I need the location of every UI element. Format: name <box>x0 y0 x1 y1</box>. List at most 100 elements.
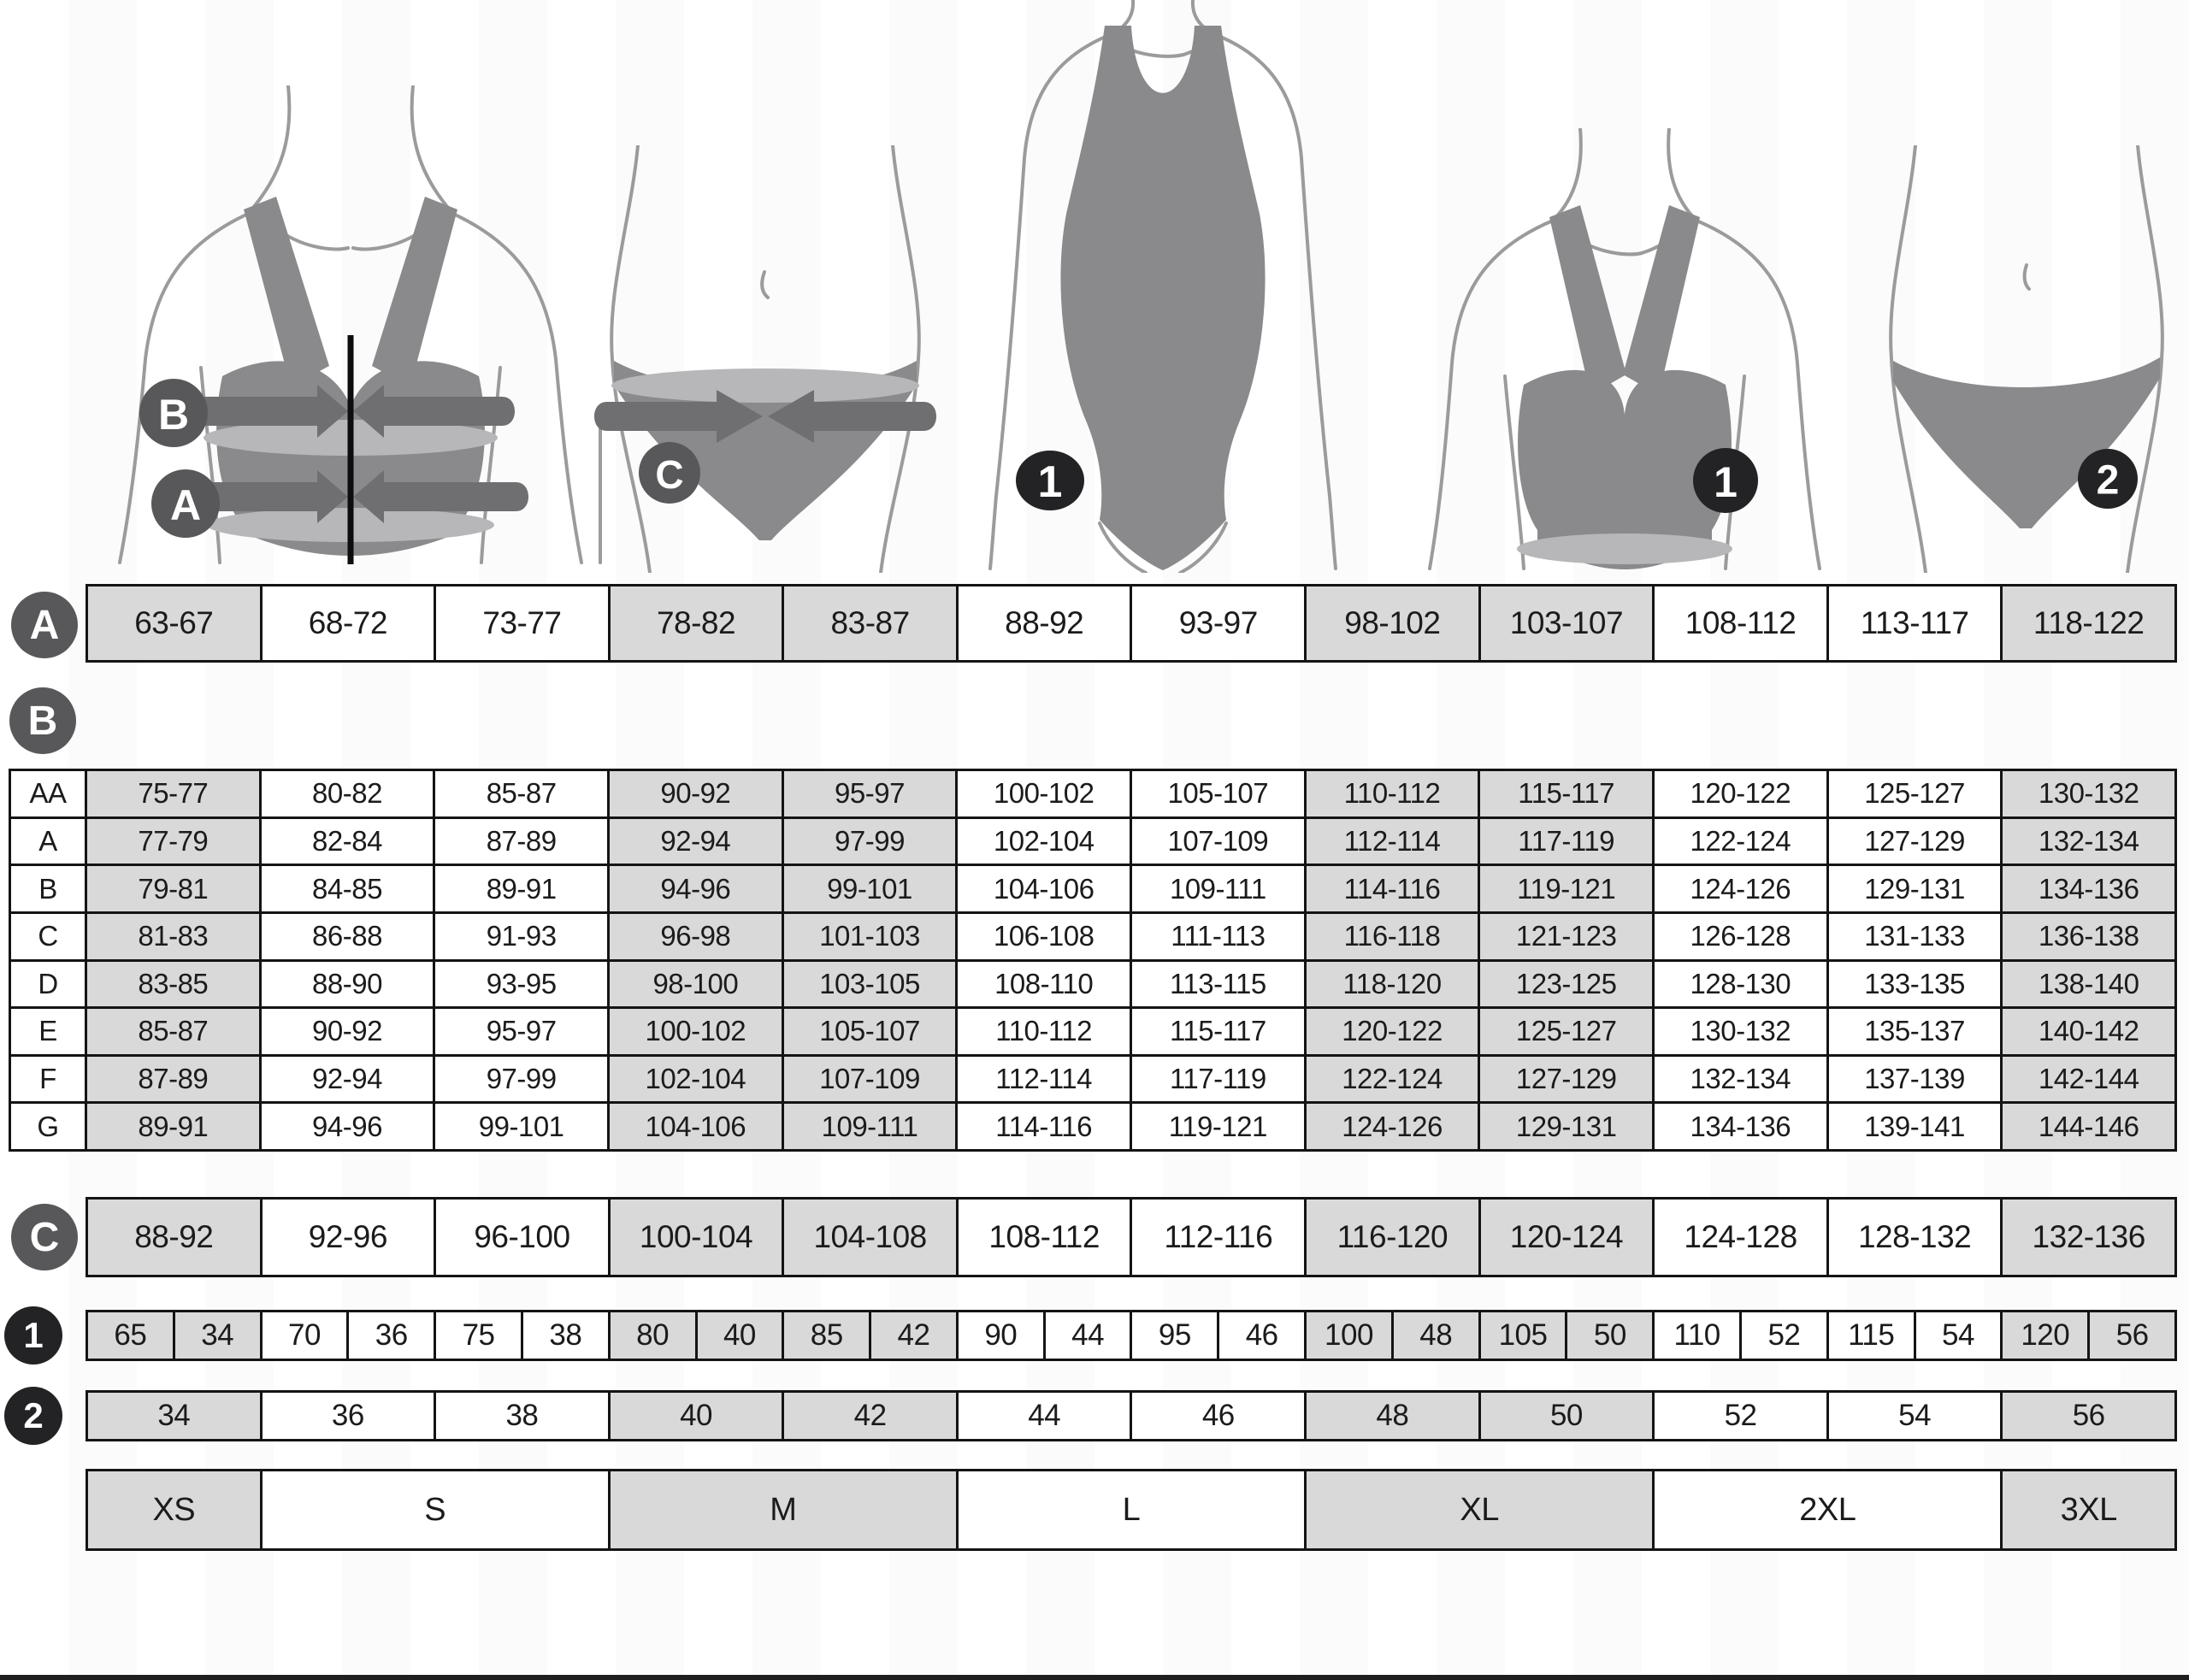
table-cell: 54 <box>1915 1312 2001 1359</box>
table-cell: 130-132 <box>1655 1009 1826 1054</box>
table-cell: 117-119 <box>1480 818 1652 864</box>
table-cell: 142-144 <box>2003 1056 2174 1102</box>
table-cell: 134-136 <box>2003 866 2174 911</box>
hips-measurement-illustration: C <box>594 145 936 573</box>
badge-b-icon <box>139 379 208 447</box>
table-cell: 83-87 <box>784 587 956 660</box>
table-cell: 100-102 <box>958 771 1130 816</box>
row-label-b-badge: B <box>9 687 76 754</box>
badge-1-bra-number: 1 <box>1714 458 1738 506</box>
table-cell: 46 <box>1219 1312 1305 1359</box>
table-cell: 107-109 <box>1132 818 1304 864</box>
table-cell: 36 <box>262 1393 434 1439</box>
badge-1-swimsuit-number: 1 <box>1038 457 1063 507</box>
cup-row-label: F <box>11 1056 85 1102</box>
table-cell: 134-136 <box>1655 1104 1826 1149</box>
table-cell: 97-99 <box>435 1056 607 1102</box>
table-cell: 80-82 <box>261 771 434 816</box>
table-cell: 90 <box>958 1312 1043 1359</box>
brief-size-row: 34 36 38 40 42 44 46 48 50 52 54 56 <box>86 1390 2177 1441</box>
size-cell: XL <box>1307 1471 1653 1548</box>
table-cell: 89-91 <box>435 866 607 911</box>
table-cell: 119-121 <box>1132 1104 1304 1149</box>
hip-band-right-arrow <box>768 390 936 443</box>
table-cell: 124-128 <box>1655 1200 1826 1275</box>
table-cell: 104-108 <box>784 1200 956 1275</box>
table-cell: 93-97 <box>1132 587 1305 660</box>
table-cell: 144-146 <box>2003 1104 2174 1149</box>
table-cell: 92-94 <box>261 1056 434 1102</box>
size-cell: S <box>262 1471 608 1548</box>
cup-row-label: B <box>11 866 85 911</box>
briefs-shape <box>1893 357 2160 528</box>
table-cell: 82-84 <box>261 818 434 864</box>
table-cell: 38 <box>436 1393 608 1439</box>
bust-band-right-arrow <box>353 385 515 438</box>
table-cell: 44 <box>958 1393 1130 1439</box>
letter-sizes-row: XS S M L XL 2XL 3XL <box>86 1469 2177 1551</box>
badge-1-swimsuit-icon <box>1016 451 1084 510</box>
table-cell: 100-104 <box>610 1200 782 1275</box>
row-label-2-text: 2 <box>23 1395 44 1435</box>
cup-row-label: C <box>11 913 85 959</box>
table-cell: 116-118 <box>1306 913 1478 959</box>
swimsuit-illustration: 1 <box>988 0 1337 573</box>
cup-row-label: AA <box>11 771 85 816</box>
table-cell: 131-133 <box>1828 913 2001 959</box>
table-cell: 70 <box>262 1312 347 1359</box>
row-label-1-badge: 1 <box>4 1306 62 1365</box>
table-cell: 83-85 <box>87 961 259 1007</box>
table-cell: 140-142 <box>2003 1009 2174 1054</box>
table-cell: 95 <box>1132 1312 1218 1359</box>
table-cell: 115 <box>1828 1312 1914 1359</box>
table-cell: 68-72 <box>262 587 434 660</box>
table-cell: 108-110 <box>958 961 1130 1007</box>
table-cell: 90-92 <box>610 771 782 816</box>
row-label-1-text: 1 <box>23 1315 44 1355</box>
table-cell: 108-112 <box>958 1200 1130 1275</box>
table-cell: 110 <box>1655 1312 1740 1359</box>
swimsuit-body <box>1060 26 1266 570</box>
table-cell: 100 <box>1307 1312 1391 1359</box>
table-cell: 78-82 <box>610 587 782 660</box>
table-cell: 109-111 <box>1132 866 1304 911</box>
table-cell: 88-90 <box>261 961 434 1007</box>
table-cell: 88-92 <box>958 587 1130 660</box>
navel-mark <box>760 270 770 299</box>
table-cell: 34 <box>88 1393 260 1439</box>
table-cell: 105 <box>1480 1312 1566 1359</box>
figure-briefs: 2 <box>1864 145 2189 573</box>
table-cell: 75 <box>436 1312 521 1359</box>
table-cell: 98-100 <box>610 961 782 1007</box>
table-cell: 110-112 <box>1306 771 1478 816</box>
table-cell: 81-83 <box>87 913 259 959</box>
table-cell: 121-123 <box>1480 913 1652 959</box>
table-cell: 94-96 <box>261 1104 434 1149</box>
row-label-a-text: A <box>29 602 60 648</box>
table-cell: 92-94 <box>610 818 782 864</box>
cup-row-label: D <box>11 961 85 1007</box>
table-cell: 120-122 <box>1655 771 1826 816</box>
table-cell: 132-134 <box>2003 818 2174 864</box>
badge-c-icon <box>639 442 700 504</box>
table-cell: 44 <box>1045 1312 1130 1359</box>
table-cell: 87-89 <box>435 818 607 864</box>
badge-c-letter: C <box>655 452 683 497</box>
table-cell: 120-124 <box>1480 1200 1653 1275</box>
table-cell: 113-115 <box>1132 961 1304 1007</box>
table-cell: 93-95 <box>435 961 607 1007</box>
table-cell: 132-134 <box>1655 1056 1826 1102</box>
table-cell: 79-81 <box>87 866 259 911</box>
table-cell: 99-101 <box>783 866 956 911</box>
bra-size-row: 65 34 70 36 75 38 80 40 85 42 90 44 95 46 100 48 105 50 11… <box>86 1310 2177 1361</box>
table-cell: 89-91 <box>87 1104 259 1149</box>
table-cell: 129-131 <box>1480 1104 1652 1149</box>
table-cell: 65 <box>88 1312 173 1359</box>
table-cell: 88-92 <box>88 1200 260 1275</box>
navel-mark <box>2022 263 2031 291</box>
underbust-band-right-arrow <box>353 470 528 523</box>
table-cell: 48 <box>1307 1393 1478 1439</box>
table-cell: 119-121 <box>1480 866 1652 911</box>
badge-2-briefs-number: 2 <box>2097 458 2120 504</box>
